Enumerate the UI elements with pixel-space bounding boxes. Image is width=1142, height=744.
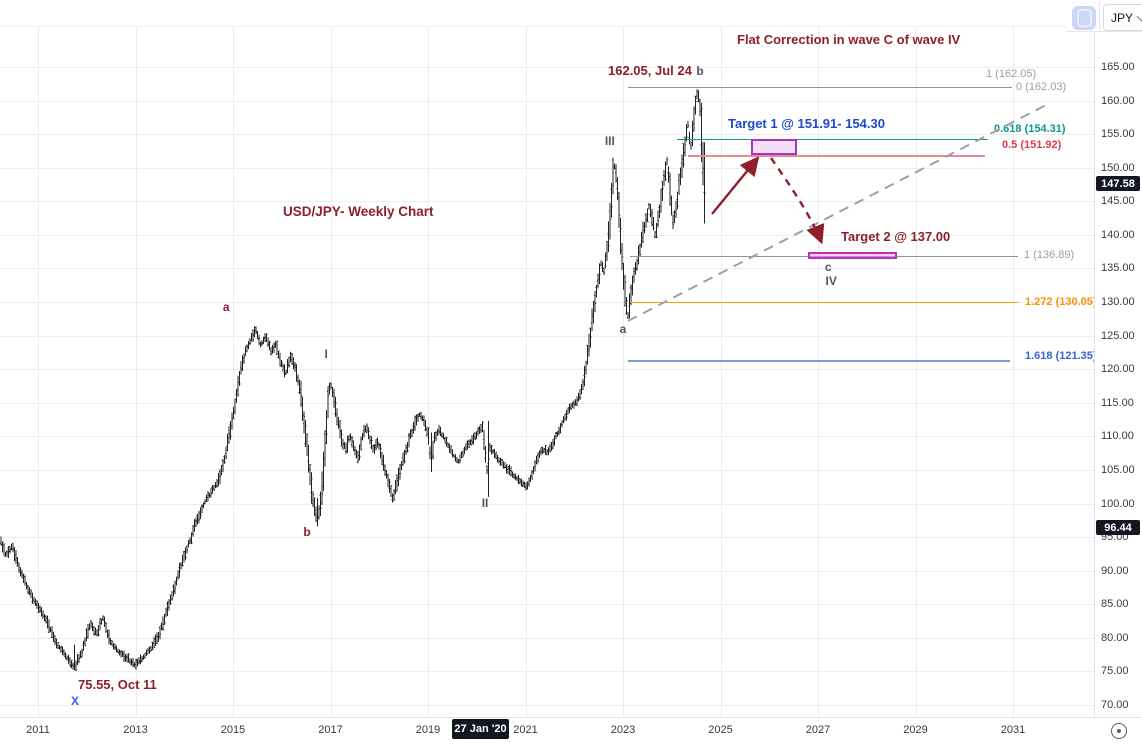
- price-tick-label: 75.00: [1101, 665, 1129, 678]
- scale-settings-icon[interactable]: [1111, 723, 1127, 739]
- price-tick-label: 100.00: [1101, 497, 1135, 510]
- symbol-currency-label: JPY: [1111, 10, 1134, 25]
- price-tick-label: 150.00: [1101, 161, 1135, 174]
- time-tick-label: 2031: [1000, 724, 1026, 736]
- swing-high-note[interactable]: 162.05, Jul 24: [608, 63, 692, 78]
- fib-label[interactable]: 1.272 (130.05): [1025, 296, 1097, 308]
- header-divider: [1099, 0, 1100, 31]
- symbol-currency-button[interactable]: JPY: [1103, 4, 1142, 31]
- pane-button[interactable]: [1072, 6, 1096, 30]
- price-scale[interactable]: [1094, 31, 1142, 744]
- chart-title-note[interactable]: USD/JPY- Weekly Chart: [283, 204, 434, 219]
- fib-label[interactable]: 0.5 (151.92): [1002, 139, 1062, 151]
- last-price-badge: 147.58: [1096, 176, 1140, 191]
- rounded-square-icon: [1076, 9, 1092, 27]
- price-tick-label: 120.00: [1101, 363, 1135, 376]
- time-tick-label: 2019: [415, 724, 441, 736]
- fib-label[interactable]: 0.618 (154.31): [994, 123, 1066, 135]
- target2-note[interactable]: Target 2 @ 137.00: [841, 229, 951, 244]
- price-tick-label: 130.00: [1101, 296, 1135, 309]
- price-tick-label: 105.00: [1101, 463, 1135, 476]
- time-tick-label: 2013: [123, 724, 148, 736]
- fib-line[interactable]: [630, 301, 1018, 304]
- time-tick-label: 2015: [220, 724, 246, 736]
- swing-low-note[interactable]: 75.55, Oct 11: [78, 677, 157, 692]
- price-tick-label: 135.00: [1101, 262, 1135, 275]
- wave-label-iii-5[interactable]: III: [604, 133, 615, 148]
- time-tick-label: 2017: [318, 724, 343, 736]
- time-tick-label: 2011: [26, 724, 50, 736]
- wave-label-a-1[interactable]: a: [222, 299, 230, 314]
- wave-label-iv-9[interactable]: IV: [825, 274, 837, 289]
- time-scale[interactable]: [0, 717, 1094, 744]
- price-tick-label: 115.00: [1101, 396, 1134, 409]
- price-tick-label: 80.00: [1101, 631, 1129, 644]
- fib-label[interactable]: 0 (162.03): [1016, 81, 1067, 93]
- secondary-price-badge: 96.44: [1096, 520, 1140, 535]
- fib-label[interactable]: 1 (136.89): [1024, 249, 1075, 261]
- fib-line[interactable]: [688, 154, 985, 157]
- fib-line[interactable]: [628, 86, 1012, 88]
- price-tick-label: 90.00: [1101, 564, 1129, 577]
- time-tick-label: 2023: [610, 724, 636, 736]
- wave-label-a-6[interactable]: a: [619, 321, 627, 336]
- wave-label-x-0[interactable]: X: [71, 693, 80, 708]
- time-tick-label: 2025: [708, 724, 733, 736]
- target1-note[interactable]: Target 1 @ 151.91- 154.30: [728, 116, 885, 131]
- wave-label-b-7[interactable]: b: [696, 64, 704, 79]
- price-tick-label: 140.00: [1101, 228, 1135, 241]
- price-tick-label: 165.00: [1101, 61, 1135, 73]
- fib-label[interactable]: 1.618 (121.35): [1025, 350, 1097, 362]
- time-tick-label: 2027: [805, 724, 831, 736]
- wave-label-b-2[interactable]: b: [303, 524, 311, 539]
- price-tick-label: 110.00: [1101, 430, 1134, 443]
- fib-line[interactable]: [628, 360, 1010, 362]
- target2-bar[interactable]: [808, 251, 897, 259]
- price-tick-label: 160.00: [1101, 94, 1135, 107]
- target1-box[interactable]: [751, 138, 797, 155]
- chevron-down-icon: [1136, 11, 1142, 21]
- wave-label-ii-4[interactable]: II: [481, 495, 489, 510]
- price-tick-label: 125.00: [1101, 329, 1135, 342]
- fib-line[interactable]: [677, 138, 988, 141]
- price-tick-label: 85.00: [1101, 598, 1129, 611]
- date-badge: 27 Jan '20: [452, 719, 509, 739]
- fib-label[interactable]: 1 (162.05): [986, 68, 1037, 80]
- price-tick-label: 145.00: [1101, 195, 1135, 208]
- wave-label-c-8[interactable]: c: [824, 260, 832, 275]
- price-tick-label: 70.00: [1101, 699, 1129, 712]
- price-tick-label: 155.00: [1101, 128, 1135, 141]
- time-tick-label: 2029: [903, 724, 928, 736]
- time-tick-label: 2021: [513, 724, 538, 736]
- wave-label-i-3[interactable]: I: [324, 346, 328, 361]
- headline-note[interactable]: Flat Correction in wave C of wave IV: [737, 32, 961, 47]
